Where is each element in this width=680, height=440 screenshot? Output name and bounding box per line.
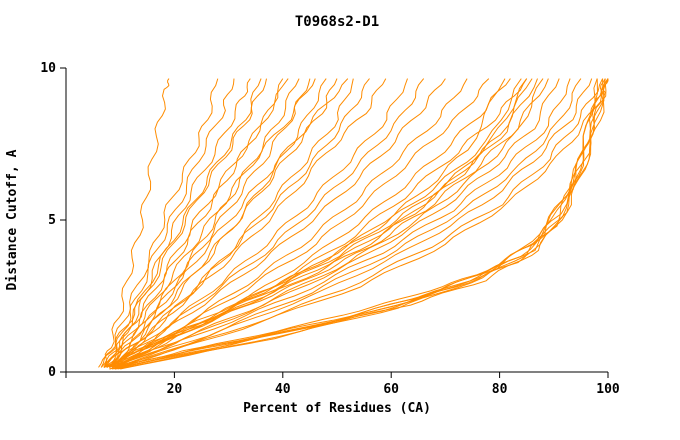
curve-line <box>114 78 387 368</box>
curve-line <box>114 78 598 370</box>
curve-line <box>114 78 560 368</box>
curves-group <box>98 78 609 370</box>
curve-line <box>106 78 235 368</box>
y-tick-label: 0 <box>48 365 56 380</box>
x-tick-label: 60 <box>383 382 399 397</box>
curve-line <box>109 78 408 368</box>
curve-line <box>103 78 170 368</box>
x-axis-label: Percent of Residues (CA) <box>243 401 431 416</box>
curve-line <box>103 78 300 368</box>
x-tick-label: 20 <box>167 382 183 397</box>
y-tick-label: 10 <box>40 61 56 76</box>
curve-line <box>109 78 349 368</box>
curve-line <box>114 78 538 368</box>
curve-line <box>114 78 609 370</box>
curve-line <box>103 78 528 368</box>
curve-line <box>120 78 609 368</box>
curve-line <box>109 78 599 370</box>
curve-line <box>98 78 262 368</box>
curve-line <box>100 78 219 368</box>
curve-line <box>120 78 593 368</box>
curve-line <box>108 78 251 368</box>
curve-line <box>103 78 370 368</box>
ticks-group: 20 40 60 80 100 0 5 10 <box>40 61 620 397</box>
curve-line <box>114 78 582 368</box>
curve-line <box>109 78 506 368</box>
curve-line <box>103 78 316 368</box>
curve-line <box>103 78 533 368</box>
curve-line <box>120 78 606 370</box>
curve-line <box>111 78 511 368</box>
curve-line <box>111 78 571 368</box>
curve-line <box>117 78 609 370</box>
curve-line <box>106 78 522 368</box>
x-tick-label: 80 <box>492 382 508 397</box>
chart-title: T0968s2-D1 <box>295 14 379 30</box>
curve-line <box>100 78 289 368</box>
curve-line <box>109 78 604 370</box>
x-tick-label: 100 <box>596 382 620 397</box>
x-tick-label: 40 <box>275 382 291 397</box>
curve-line <box>114 78 609 370</box>
curve-line <box>114 78 338 368</box>
curve-line <box>109 78 354 368</box>
y-axis-label: Distance Cutoff, A <box>5 149 20 290</box>
y-tick-label: 5 <box>48 213 56 228</box>
curve-line <box>106 78 425 368</box>
curve-line <box>114 78 604 368</box>
curve-line <box>114 78 446 368</box>
